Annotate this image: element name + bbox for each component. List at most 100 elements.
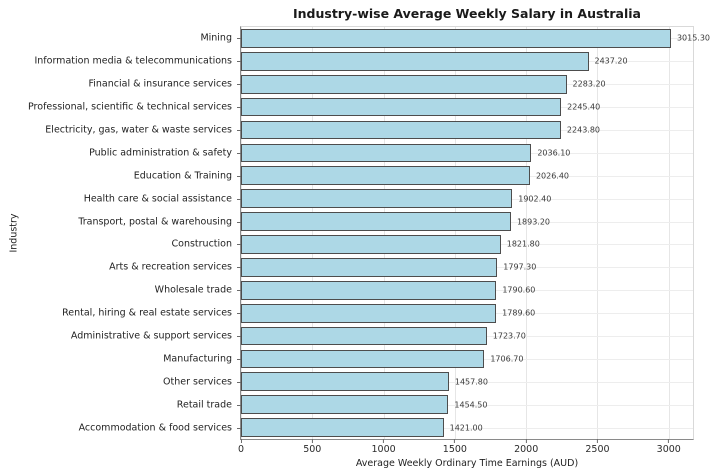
x-tick-label: 2000 [514, 444, 539, 455]
x-tick-label: 1000 [371, 444, 396, 455]
bar-value-label: 2036.10 [537, 148, 571, 158]
x-tick: 1000 [371, 439, 396, 455]
bar-row: Retail trade 1454.50 [177, 393, 693, 416]
bar-value-label: 1706.70 [490, 354, 524, 364]
y-tick-mark [237, 290, 241, 292]
bar-row: Transport, postal & warehousing 1893.20 [78, 210, 693, 233]
category-label: Health care & social assistance [83, 193, 232, 205]
bar-row: Professional, scientific & technical ser… [28, 96, 693, 119]
vertical-gridline [668, 27, 670, 439]
bar [241, 29, 671, 48]
x-tick-label: 0 [237, 444, 245, 455]
bar-row: Mining 3015.30 [200, 27, 710, 50]
bar-row: Manufacturing 1706.70 [163, 347, 693, 370]
category-label: Construction [171, 238, 233, 250]
bar-row: Arts & recreation services 1797.30 [109, 256, 693, 279]
bar [241, 120, 561, 140]
horizontal-gridline [241, 427, 693, 429]
category-label: Retail trade [176, 399, 232, 411]
y-tick-mark [237, 38, 241, 40]
x-tick: 500 [303, 439, 321, 455]
x-tick-mark [240, 439, 242, 443]
y-tick-mark [237, 358, 241, 360]
bar [241, 143, 532, 163]
bar-value-label: 1421.00 [449, 423, 483, 433]
y-tick-mark [237, 336, 241, 338]
chart-title: Industry-wise Average Weekly Salary in A… [293, 6, 641, 21]
y-tick-mark [237, 427, 241, 429]
bar-row: Public administration & safety 2036.10 [89, 141, 693, 164]
category-label: Accommodation & food services [78, 422, 232, 434]
vertical-gridline [383, 27, 385, 439]
bar [241, 280, 497, 300]
x-tick-mark [596, 439, 598, 443]
category-label: Other services [163, 376, 232, 388]
bar-value-label: 3015.30 [676, 33, 711, 43]
category-label: Financial & insurance services [88, 78, 233, 90]
y-tick-mark [237, 61, 241, 63]
bar-value-label: 1790.60 [502, 285, 536, 295]
bar-value-label: 2437.20 [594, 56, 628, 66]
category-label: Administrative & support services [70, 330, 232, 342]
bar-row: Administrative & support services 1723.70 [71, 325, 693, 348]
bar [241, 257, 498, 277]
x-tick: 1500 [443, 439, 467, 455]
bar-value-label: 1797.30 [503, 262, 537, 272]
x-tick-label: 2500 [585, 444, 610, 455]
gridline-layer [241, 27, 693, 439]
bar-row: Rental, hiring & real estate services 178… [62, 302, 693, 325]
bar-value-label: 1789.60 [502, 308, 536, 318]
vertical-gridline [312, 27, 314, 439]
bar-value-label: 2026.40 [535, 171, 570, 181]
bar-row: Construction 1821.80 [172, 233, 693, 256]
bar [241, 326, 487, 346]
bar-row: Health care & social assistance 1902.40 [84, 187, 693, 210]
x-tick-mark [668, 439, 670, 443]
bar-row: Financial & insurance services 2283.20 [89, 73, 693, 96]
vertical-gridline [526, 27, 528, 439]
x-tick-mark [311, 439, 313, 443]
category-label: Rental, hiring & real estate services [62, 307, 232, 319]
x-tick-label: 3000 [656, 444, 681, 455]
bar [241, 395, 449, 415]
x-tick-label: 500 [303, 444, 322, 455]
y-tick-mark [237, 244, 241, 246]
x-tick-label: 1500 [442, 444, 467, 455]
bar [241, 235, 501, 254]
bar-row: Accommodation & food services 1421.00 [79, 416, 693, 439]
x-axis-title: Average Weekly Ordinary Time Earnings (A… [355, 458, 579, 469]
y-tick-mark [237, 198, 241, 200]
bar [241, 74, 567, 94]
y-tick-mark [237, 404, 241, 406]
category-label: Arts & recreation services [109, 261, 232, 273]
y-tick-mark [237, 313, 241, 315]
category-label: Wholesale trade [154, 284, 232, 296]
bar [241, 97, 562, 117]
bar-row: Wholesale trade 1790.60 [155, 279, 693, 302]
x-tick-mark [383, 439, 385, 443]
category-label: Information media & telecommunications [34, 55, 232, 67]
y-tick-mark [237, 221, 241, 223]
x-tick: 2000 [514, 439, 538, 455]
y-tick-mark [237, 381, 241, 383]
bar-row: Education & Training 2026.40 [134, 164, 693, 187]
bar-value-label: 1723.70 [492, 331, 526, 341]
category-label: Mining [200, 32, 232, 44]
bar-row: Information media & telecommunications 24… [34, 50, 693, 73]
bar [241, 212, 511, 231]
bar-row: Electricity, gas, water & waste services… [45, 119, 693, 142]
y-tick-mark [237, 107, 241, 109]
bar [241, 51, 589, 71]
category-label: Transport, postal & warehousing [78, 216, 232, 228]
bar [241, 303, 497, 323]
bar-value-label: 1893.20 [516, 217, 551, 227]
bar [241, 189, 513, 209]
y-axis-title: Industry [8, 213, 20, 253]
bar-value-label: 2283.20 [572, 79, 606, 89]
bar-value-label: 2243.80 [566, 125, 601, 135]
y-tick-mark [237, 130, 241, 131]
x-tick: 3000 [657, 439, 681, 455]
y-tick-mark [237, 175, 241, 177]
bar [241, 349, 485, 369]
